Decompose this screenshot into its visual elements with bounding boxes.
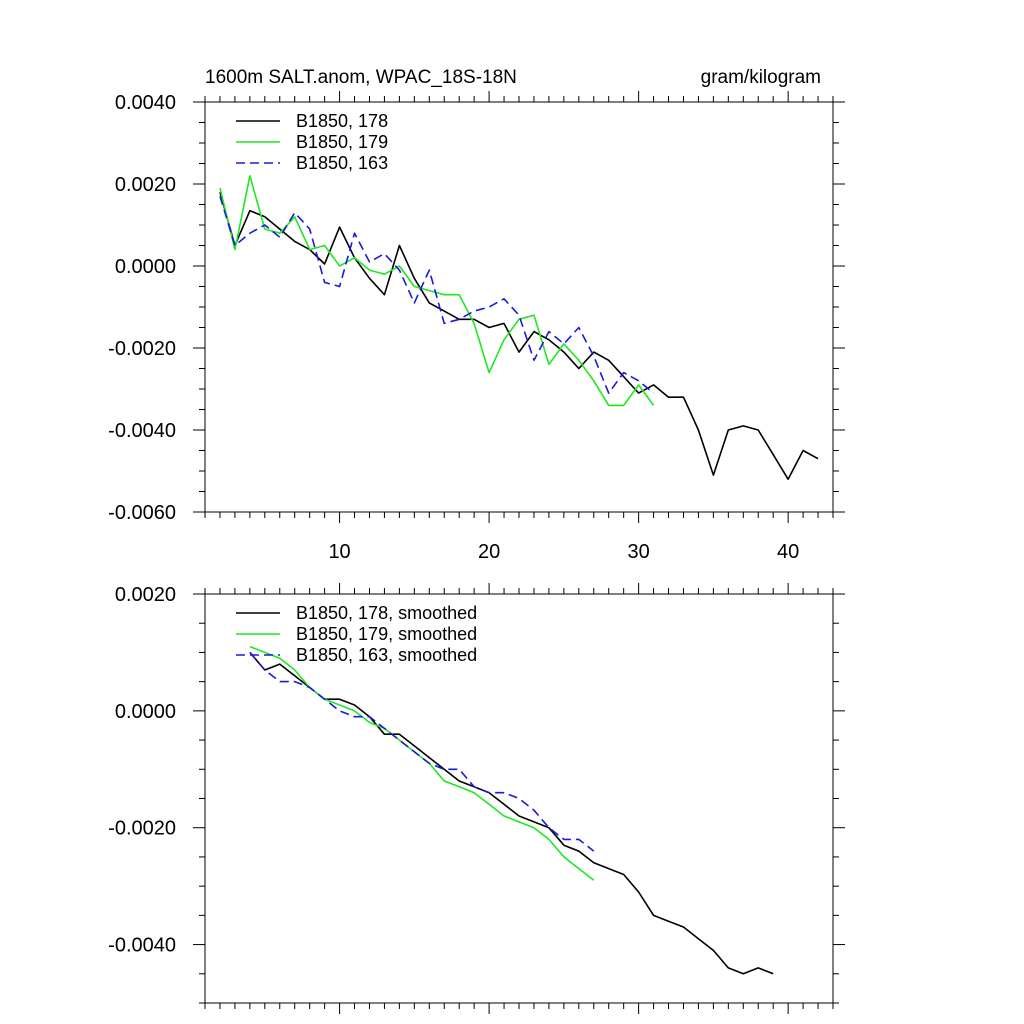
x-tick-label: 40 [777,541,799,563]
y-tick-label: -0.0040 [108,420,176,442]
y-tick-label: -0.0060 [108,502,176,524]
x-tick-label: 10 [328,541,350,563]
units-label: gram/kilogram [701,67,821,88]
series-line [219,175,655,407]
legend-label: B1850, 179 [296,132,388,152]
series-line [219,196,655,394]
top-panel: 1600m SALT.anom, WPAC_18S-18N gram/kilogr… [108,67,845,563]
series-line [219,191,819,481]
legend-label: B1850, 178, smoothed [296,603,477,623]
y-tick-label: 0.0020 [115,584,176,606]
y-tick-label: -0.0020 [108,818,176,840]
legend-label: B1850, 178 [296,111,388,131]
y-tick-label: -0.0020 [108,338,176,360]
y-tick-label: 0.0000 [115,701,176,723]
x-tick-label: 30 [627,541,649,563]
y-tick-label: 0.0000 [115,256,176,278]
y-tick-label: -0.0040 [108,935,176,957]
bottom-panel: 0.0020 0.0000 -0.0020 -0.0040 B1850, 178, sm… [108,583,845,1014]
y-tick-label: 0.0040 [115,92,176,114]
legend-label: B1850, 163 [296,153,388,173]
series-line [249,651,774,975]
legend-label: B1850, 163, smoothed [296,645,477,665]
series-line [249,645,595,881]
x-tick-label: 20 [478,541,500,563]
legend-label: B1850, 179, smoothed [296,624,477,644]
chart-title: 1600m SALT.anom, WPAC_18S-18N [205,67,517,88]
y-tick-label: 0.0020 [115,174,176,196]
series-line [249,651,595,852]
